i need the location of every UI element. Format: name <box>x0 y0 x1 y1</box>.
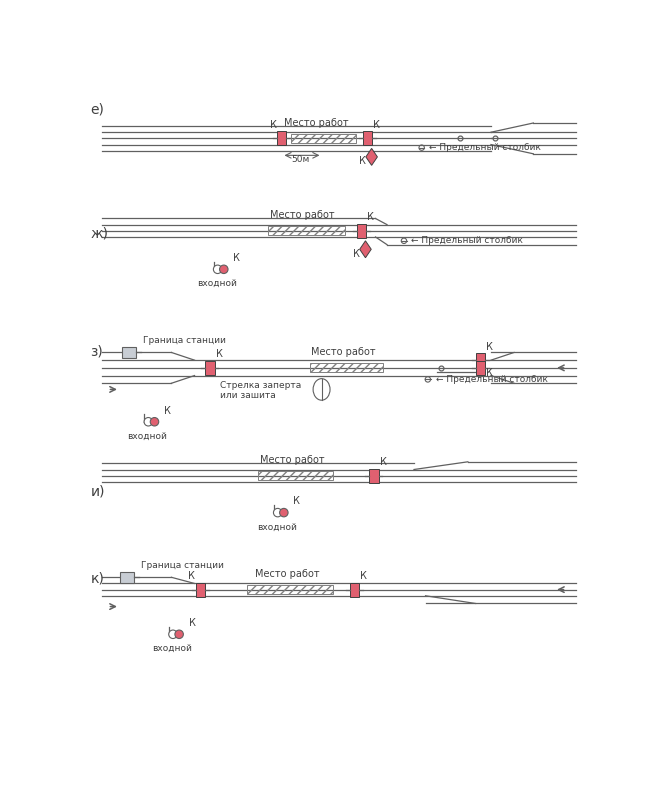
Text: входной: входной <box>257 522 297 532</box>
Text: Граница станции: Граница станции <box>140 561 224 569</box>
Bar <box>369 468 378 483</box>
Circle shape <box>280 508 288 517</box>
Text: К: К <box>164 406 171 415</box>
Text: Граница станции: Граница станции <box>143 336 226 345</box>
Bar <box>205 361 214 375</box>
Bar <box>310 363 383 372</box>
Text: Место работ: Место работ <box>270 210 335 220</box>
Text: К: К <box>486 341 493 352</box>
Text: Место работ: Место работ <box>311 347 376 357</box>
Text: К: К <box>380 457 387 467</box>
Bar <box>259 471 333 480</box>
Text: К: К <box>270 120 276 130</box>
Text: К: К <box>373 120 380 130</box>
Text: Стрелка заперта
или зашита: Стрелка заперта или зашита <box>220 381 301 400</box>
Polygon shape <box>366 148 378 165</box>
Circle shape <box>175 630 183 638</box>
Bar <box>247 585 333 594</box>
Text: К: К <box>216 349 222 360</box>
Text: К: К <box>361 571 367 581</box>
Circle shape <box>274 508 282 517</box>
Bar <box>357 224 366 237</box>
Circle shape <box>220 265 228 274</box>
Bar <box>122 347 136 358</box>
Text: К: К <box>233 253 240 263</box>
Circle shape <box>169 630 177 638</box>
Bar <box>363 132 372 145</box>
Text: ← Предельный столбик: ← Предельный столбик <box>428 143 541 152</box>
Text: ж): ж) <box>90 226 109 240</box>
Text: з): з) <box>90 345 103 359</box>
Text: ← Предельный столбик: ← Предельный столбик <box>411 237 523 245</box>
Circle shape <box>150 418 159 426</box>
Text: К: К <box>486 368 493 378</box>
Text: Место работ: Место работ <box>260 455 324 464</box>
Text: и): и) <box>90 485 105 499</box>
Text: К: К <box>359 156 366 166</box>
Bar <box>476 361 485 375</box>
Ellipse shape <box>313 379 330 400</box>
Circle shape <box>144 418 153 426</box>
Bar <box>476 353 485 367</box>
Text: входной: входной <box>127 432 168 441</box>
Circle shape <box>213 265 222 274</box>
Text: К: К <box>294 496 300 507</box>
Text: К: К <box>353 249 359 259</box>
Bar <box>277 132 286 145</box>
Text: Место работ: Место работ <box>284 118 348 128</box>
Text: к): к) <box>90 572 105 586</box>
Bar <box>196 583 205 596</box>
Text: входной: входной <box>152 644 192 653</box>
Text: входной: входной <box>197 279 237 288</box>
Text: 50м: 50м <box>292 156 310 164</box>
Text: К: К <box>188 571 195 581</box>
Bar <box>291 133 356 143</box>
Text: ← Предельный столбик: ← Предельный столбик <box>436 375 547 384</box>
Bar <box>268 226 345 235</box>
Text: К: К <box>188 618 196 628</box>
Text: е): е) <box>90 103 105 117</box>
Bar <box>120 572 134 583</box>
Bar <box>350 583 359 596</box>
Polygon shape <box>359 241 371 258</box>
Text: Место работ: Место работ <box>255 569 319 579</box>
Text: К: К <box>367 212 374 222</box>
